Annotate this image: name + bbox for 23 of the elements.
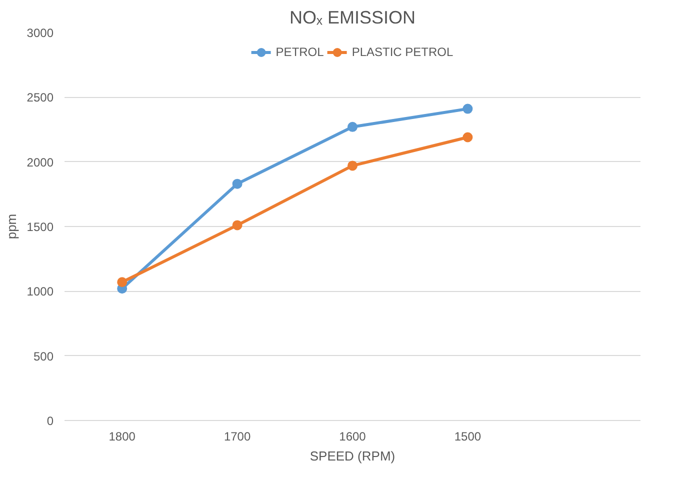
point xyxy=(462,104,473,114)
y-tick-label: 1000 xyxy=(26,284,54,299)
y-tick-label: 1500 xyxy=(26,220,54,234)
x-tick-label: 1500 xyxy=(454,430,482,444)
point xyxy=(348,160,358,171)
y-tick-label: 0 xyxy=(46,414,54,428)
x-axis-title: SPEED (RPM) xyxy=(310,448,396,464)
point xyxy=(232,220,242,230)
y-tick-label: 500 xyxy=(33,349,54,364)
legend-label: PETROL xyxy=(276,45,324,59)
point xyxy=(232,178,242,189)
y-tick-label: 2000 xyxy=(26,155,54,170)
legend-label: PLASTIC PETROL xyxy=(352,45,454,59)
point xyxy=(348,122,358,132)
y-axis-title: ppm xyxy=(4,214,19,240)
point xyxy=(462,132,473,142)
x-tick-label: 1700 xyxy=(224,430,251,444)
chart-title: NOₓ EMISSION xyxy=(290,8,416,28)
y-tick-label: 2500 xyxy=(26,90,54,105)
x-tick-label: 1600 xyxy=(339,430,366,444)
point xyxy=(117,277,128,288)
x-tick-label: 1800 xyxy=(108,430,136,444)
y-tick-label: 3000 xyxy=(26,26,54,40)
